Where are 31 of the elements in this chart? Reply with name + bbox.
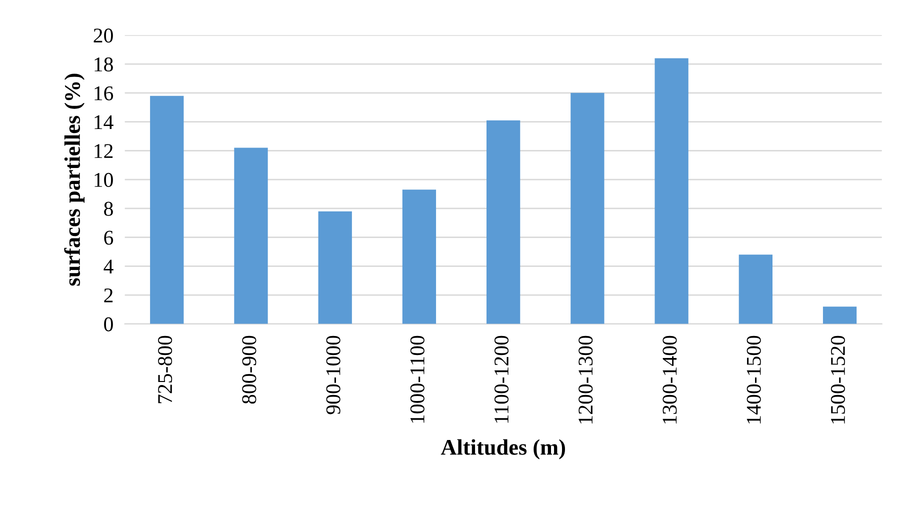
x-tick-label: 1300-1400 (662, 336, 677, 424)
bar (150, 96, 184, 324)
y-tick-label: 10 (94, 172, 113, 187)
bar (654, 58, 688, 324)
y-tick-label: 0 (104, 317, 113, 332)
y-tick-label: 18 (94, 57, 113, 72)
x-tick-label: 1100-1200 (494, 336, 509, 423)
x-tick-label: 900-1000 (326, 336, 340, 414)
x-tick-label: 1200-1300 (578, 336, 593, 424)
x-tick-label: 800-900 (242, 336, 256, 404)
y-tick-label: 8 (104, 202, 113, 216)
bar (738, 254, 772, 324)
bar (318, 211, 352, 324)
x-tick-label: 725-800 (158, 336, 172, 404)
x-tick-label: 1000-1100 (410, 336, 424, 423)
y-tick-label: 14 (94, 115, 114, 130)
y-tick-label: 2 (104, 288, 113, 302)
bar (234, 148, 268, 324)
y-tick-label: 12 (94, 144, 113, 158)
y-tick-label: 16 (94, 86, 114, 100)
x-axis-title: Altitudes (m) (440, 439, 565, 460)
bar (402, 190, 436, 324)
bar (570, 92, 604, 324)
bar (486, 120, 520, 324)
x-tick-label: 1400-1500 (746, 336, 761, 424)
bar (822, 306, 857, 324)
y-tick-label: 4 (104, 260, 114, 274)
y-axis-title: surfaces partielles (%) (64, 74, 85, 286)
y-tick-label: 20 (94, 28, 113, 43)
x-tick-label: 1500-1520 (830, 336, 845, 424)
y-tick-label: 6 (104, 230, 114, 245)
